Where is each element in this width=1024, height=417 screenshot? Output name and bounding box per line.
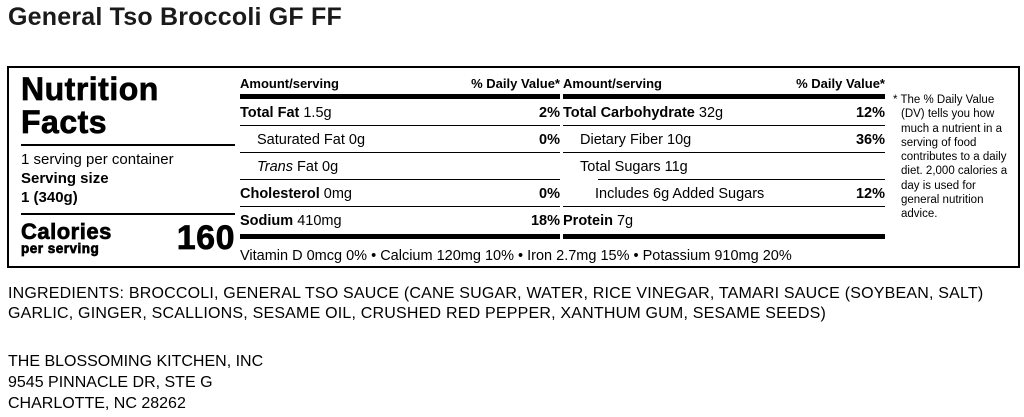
daily-value-footnote: * The % Daily Value (DV) tells you how m… <box>893 94 1008 221</box>
nutrient-row-added-sugars: Includes 6g Added Sugars 12% <box>563 180 885 207</box>
daily-value: 36% <box>855 132 885 148</box>
amount-header: Amount/serving <box>563 76 662 91</box>
manufacturer-name: THE BLOSSOMING KITCHEN, INC <box>8 353 264 370</box>
daily-value: 2% <box>539 105 560 121</box>
calories-caption: Calories per serving <box>21 219 112 256</box>
ingredients-line: INGREDIENTS: BROCCOLI, GENERAL TSO SAUCE… <box>8 285 984 302</box>
nutrition-facts-identity: Nutrition Facts 1 serving per container … <box>21 72 235 256</box>
ingredients-line: GARLIC, GINGER, SCALLIONS, SESAME OIL, C… <box>8 305 827 322</box>
manufacturer-address: THE BLOSSOMING KITCHEN, INC 9545 PINNACL… <box>8 351 263 414</box>
thick-divider <box>240 94 560 99</box>
nutrient-row-sodium: Sodium 410mg 18% <box>240 213 560 229</box>
manufacturer-street: 9545 PINNACLE DR, STE G <box>8 374 213 391</box>
column-header: Amount/serving % Daily Value* <box>240 76 560 94</box>
daily-value-header: % Daily Value* <box>471 76 560 91</box>
micronutrients-line: Vitamin D 0mcg 0% • Calcium 120mg 10% • … <box>240 248 792 264</box>
nutrient-row-total-fat: Total Fat 1.5g 2% <box>240 99 560 126</box>
calories-unit: per serving <box>21 241 100 256</box>
manufacturer-city: CHARLOTTE, NC 28262 <box>8 395 186 412</box>
thick-divider <box>563 94 885 99</box>
daily-value: 0% <box>539 132 560 148</box>
nutrient-row-cholesterol: Cholesterol 0mg 0% <box>240 180 560 207</box>
nutrition-facts-panel: Nutrition Facts 1 serving per container … <box>7 66 1020 268</box>
thick-divider <box>240 234 560 239</box>
calories-label: Calories <box>21 219 112 244</box>
ingredients-statement: INGREDIENTS: BROCCOLI, GENERAL TSO SAUCE… <box>8 284 983 324</box>
nutrient-row-total-carbohydrate: Total Carbohydrate 32g 12% <box>563 99 885 126</box>
column-header: Amount/serving % Daily Value* <box>563 76 885 94</box>
nutrient-column-right: Amount/serving % Daily Value* Total Carb… <box>563 76 885 239</box>
daily-value: 0% <box>539 186 560 202</box>
calories-block: Calories per serving 160 <box>21 215 235 256</box>
nutrient-row-total-sugars: Total Sugars 11g <box>563 153 885 180</box>
nutrition-facts-heading: Nutrition Facts <box>21 72 235 146</box>
amount-header: Amount/serving <box>240 76 339 91</box>
nutrient-column-left: Amount/serving % Daily Value* Total Fat … <box>240 76 560 239</box>
daily-value: 12% <box>855 186 885 202</box>
serving-info: 1 serving per container Serving size 1 (… <box>21 146 235 215</box>
nutrient-row-trans-fat: Trans Fat 0g <box>240 153 560 180</box>
serving-size-label: Serving size <box>21 170 109 187</box>
calories-value: 160 <box>176 219 235 257</box>
nutrient-row-protein: Protein 7g <box>563 213 634 229</box>
daily-value: 12% <box>855 105 885 121</box>
nutrient-row-saturated-fat: Saturated Fat 0g 0% <box>240 126 560 153</box>
daily-value: 18% <box>530 213 560 229</box>
nutrient-row-dietary-fiber: Dietary Fiber 10g 36% <box>563 126 885 153</box>
serving-size-value: 1 (340g) <box>21 189 78 206</box>
servings-per-container: 1 serving per container <box>21 151 174 168</box>
daily-value-header: % Daily Value* <box>796 76 885 91</box>
page-title: General Tso Broccoli GF FF <box>8 3 342 31</box>
thick-divider <box>563 234 885 239</box>
